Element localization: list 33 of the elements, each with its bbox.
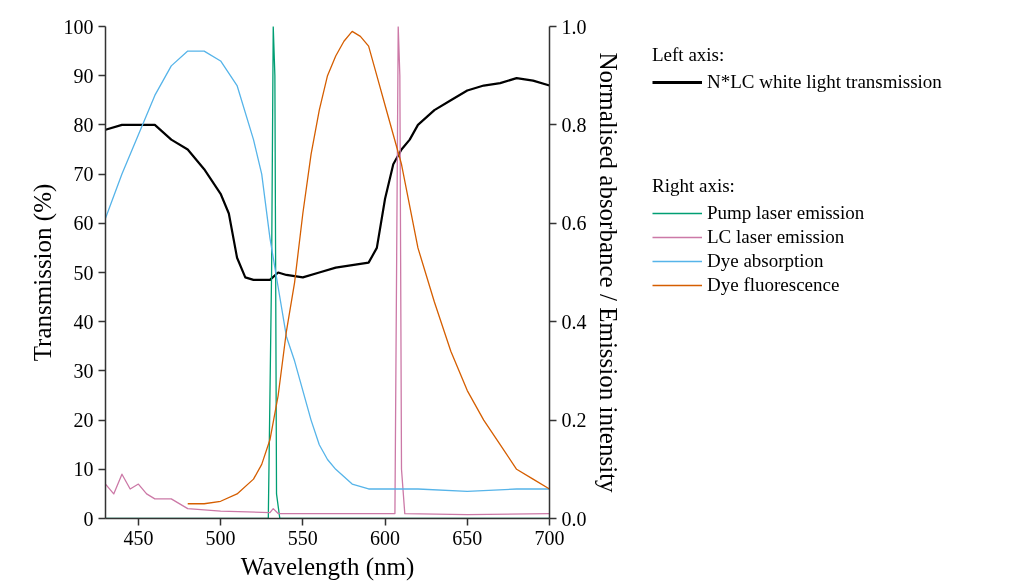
legend-label: Dye absorption xyxy=(707,250,824,272)
y2-axis-title: Normalised absorbance / Emission intensity xyxy=(594,52,622,494)
y-axis-title: Transmission (%) xyxy=(28,183,57,362)
legend-label: N*LC white light transmission xyxy=(707,71,942,93)
y-tick-label: 70 xyxy=(73,163,94,186)
x-tick-label: 600 xyxy=(370,526,401,549)
y2-tick-label: 0.2 xyxy=(561,409,587,432)
y2-tick-label: 1.0 xyxy=(561,15,587,38)
x-tick-label: 450 xyxy=(123,526,154,549)
legend-label: Dye fluorescence xyxy=(707,274,840,296)
y-tick-label: 80 xyxy=(73,113,94,136)
y-tick-label: 100 xyxy=(63,15,94,38)
y2-tick-label: 0.8 xyxy=(561,113,587,136)
x-tick-label: 500 xyxy=(205,526,236,549)
y-tick-label: 60 xyxy=(73,212,94,235)
x-tick-label: 550 xyxy=(287,526,318,549)
y2-tick-label: 0.4 xyxy=(561,310,587,333)
y-tick-label: 0 xyxy=(83,507,94,530)
y-tick-label: 40 xyxy=(73,310,94,333)
text: Right axis: xyxy=(652,175,736,197)
y-tick-label: 50 xyxy=(73,261,94,284)
legend-label: LC laser emission xyxy=(707,226,845,248)
x-axis-title: Wavelength (nm) xyxy=(240,552,415,581)
line-series xyxy=(105,77,550,281)
y-tick-label: 10 xyxy=(73,458,94,481)
y2-tick-label: 0.6 xyxy=(561,212,587,235)
text: Left axis: xyxy=(652,44,726,66)
x-tick-label: 650 xyxy=(452,526,483,549)
y-tick-label: 20 xyxy=(73,409,94,432)
y-tick-label: 90 xyxy=(73,64,94,87)
line-series xyxy=(187,30,550,505)
legend-label: Pump laser emission xyxy=(707,202,865,224)
y-tick-label: 30 xyxy=(73,359,94,382)
